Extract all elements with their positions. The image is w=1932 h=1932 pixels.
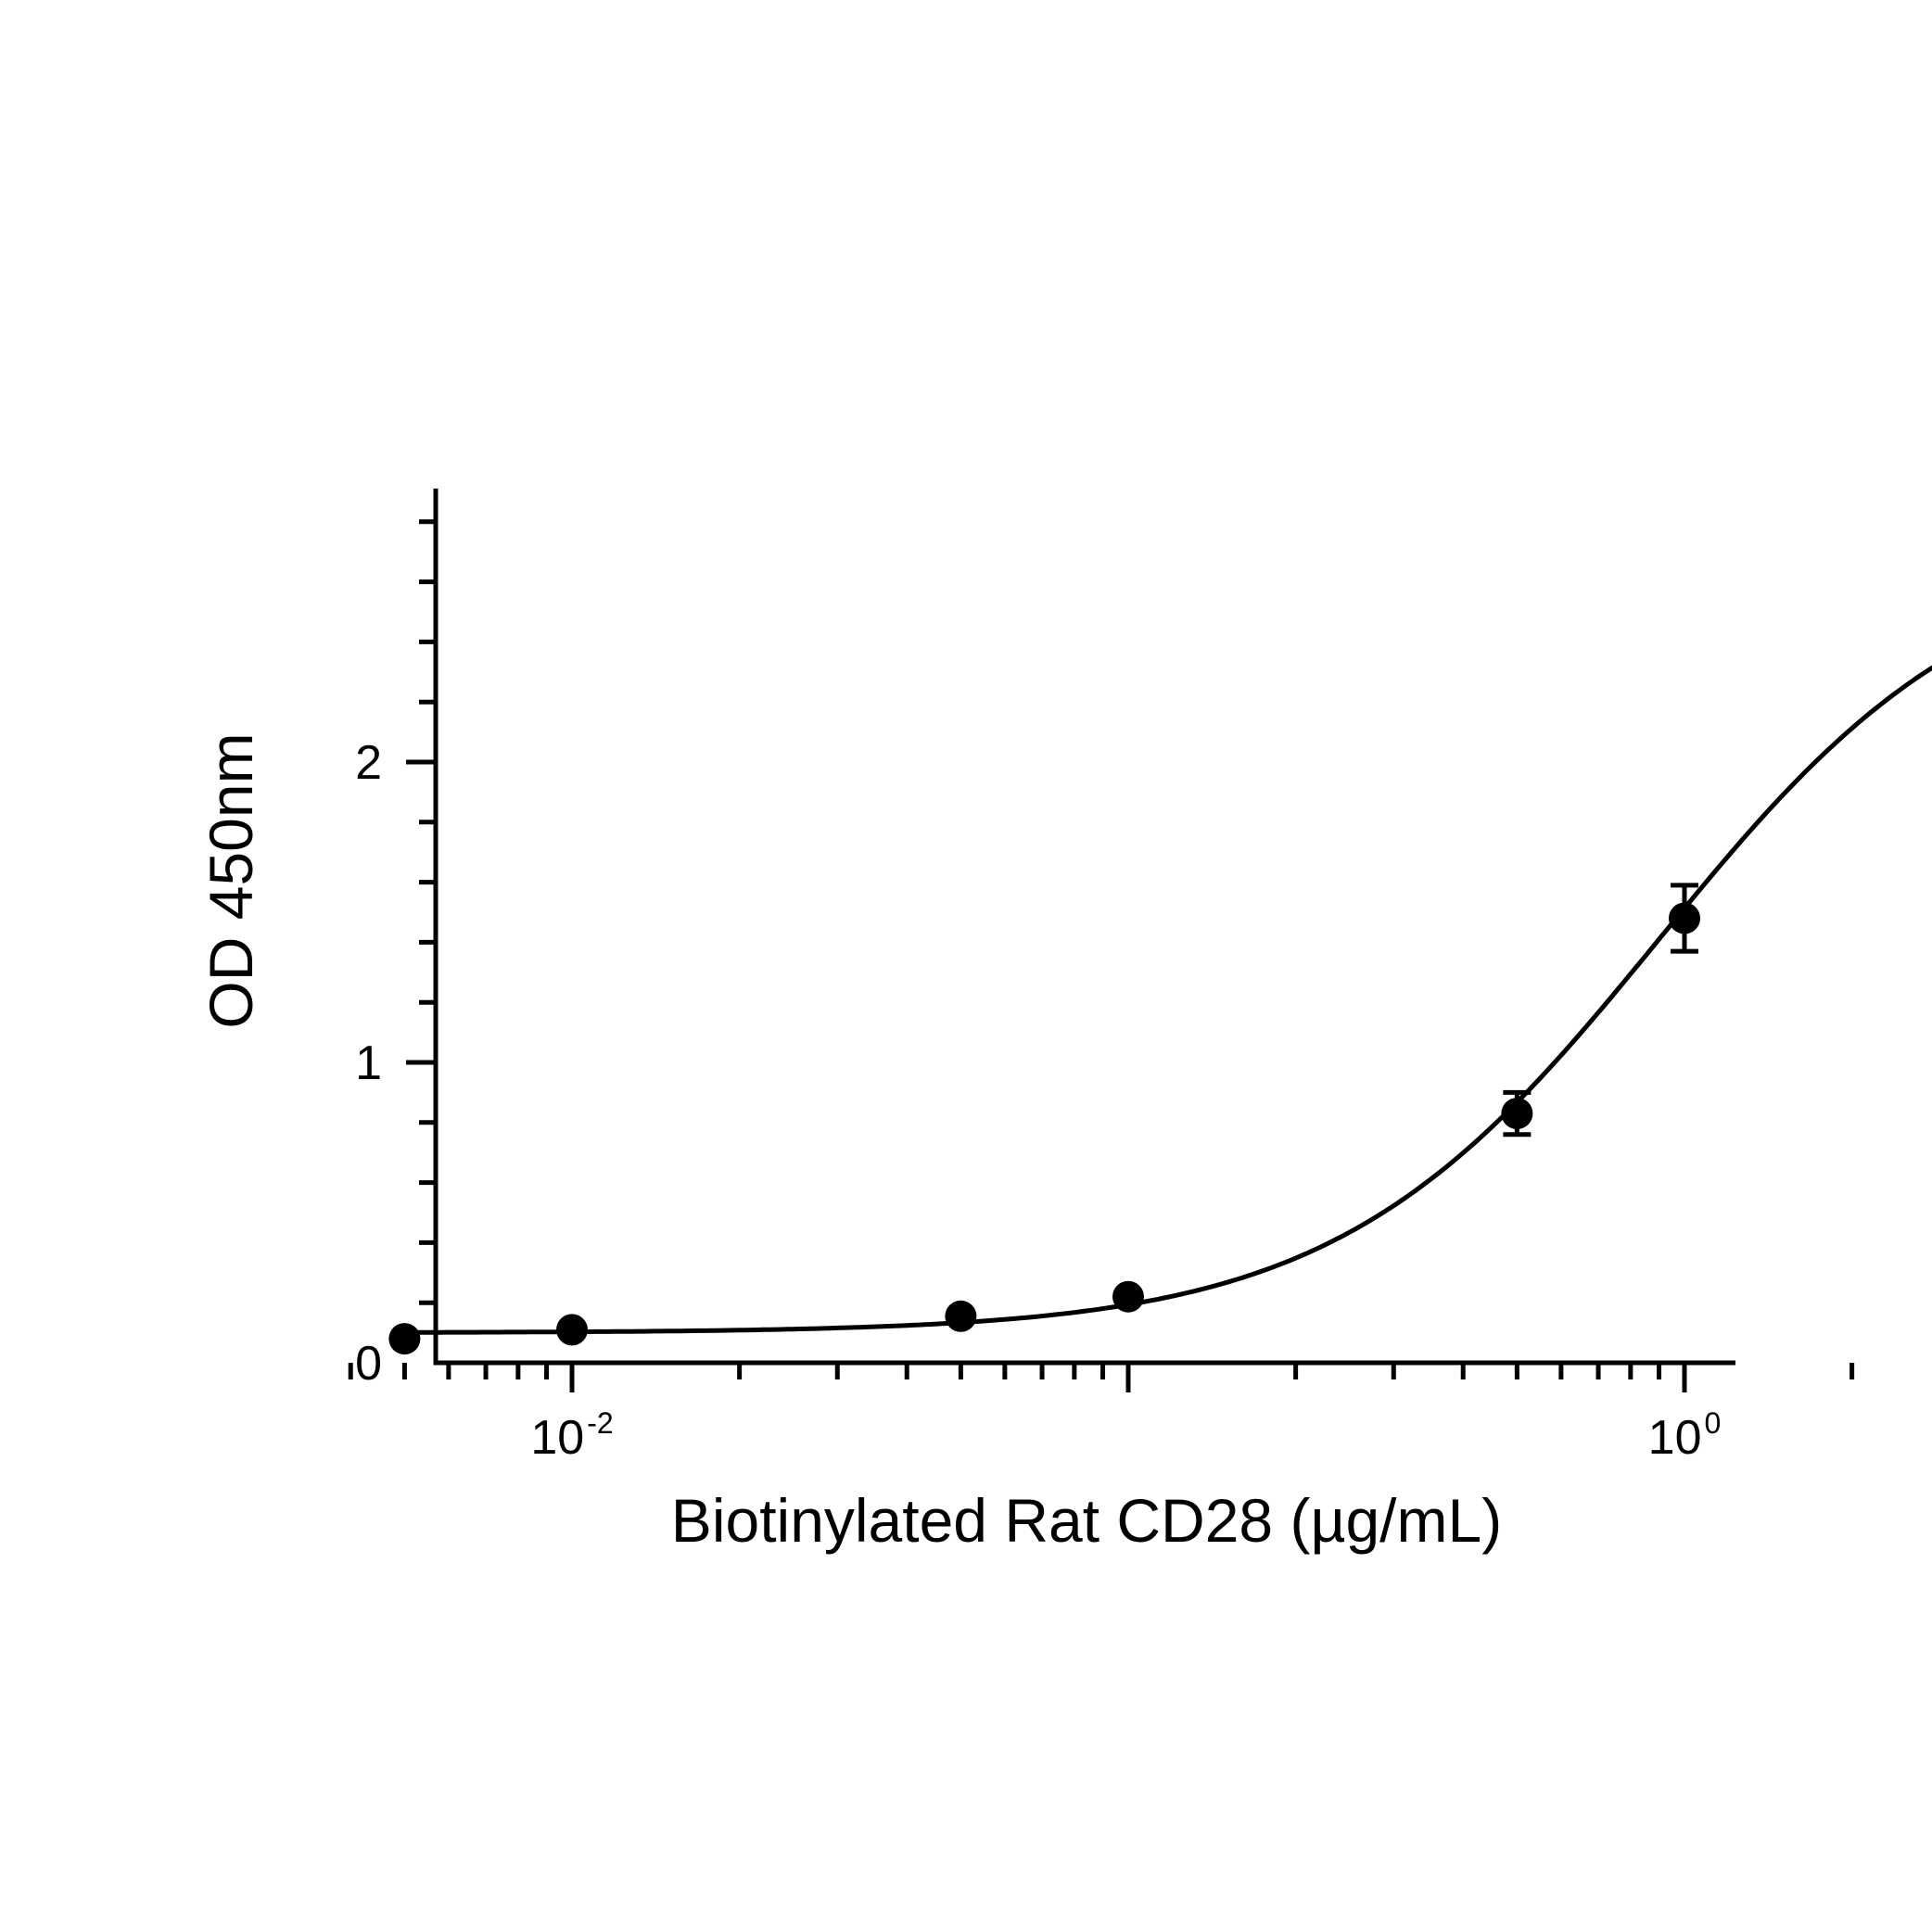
fit-curve [404,665,1932,1335]
x-tick-labels: 10-2100102 [530,1406,1722,1465]
y-axis-ticks [406,519,436,1305]
data-point [388,1323,421,1355]
data-points [388,902,1700,1355]
y-tick-label: 1 [355,1036,382,1090]
x-tick-label: 100 [1648,1406,1722,1465]
y-tick-label: 2 [355,736,382,790]
data-point [1501,1098,1533,1130]
data-point [1669,902,1700,934]
x-tick-label: 10-2 [530,1406,613,1465]
data-point [556,1314,588,1346]
error-bars [1503,883,1698,1138]
x-axis-title: Biotinylated Rat CD28 (µg/mL) [671,1486,1502,1555]
x-tick-exponent: -2 [587,1406,613,1440]
x-tick-base: 10 [530,1411,584,1465]
data-point [1112,1280,1144,1313]
x-axis-ticks [348,1363,1855,1392]
x-tick-base: 10 [1648,1411,1702,1465]
x-tick-exponent: 0 [1705,1406,1722,1440]
y-tick-label: 0 [355,1337,382,1391]
y-axis-title: OD 450nm [197,732,265,1028]
y-tick-labels: 0 1 2 [355,736,382,1391]
data-point [945,1300,977,1332]
